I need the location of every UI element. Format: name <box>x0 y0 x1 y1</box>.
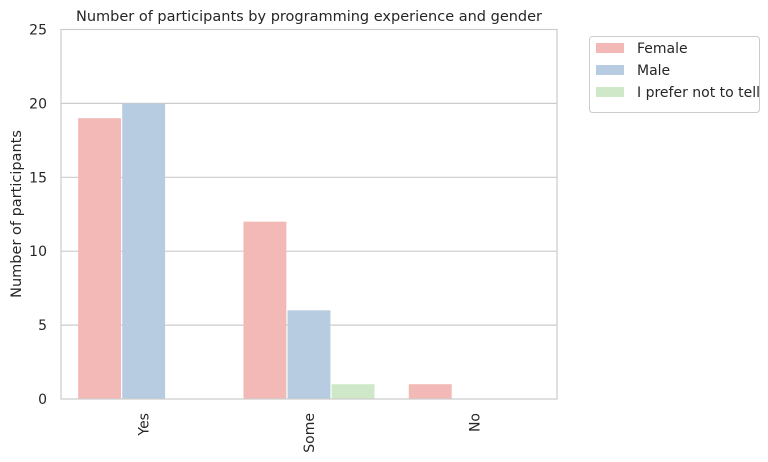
y-axis-ticks: 0 5 10 15 20 25 <box>29 23 47 409</box>
chart-title: Number of participants by programming ex… <box>76 9 542 25</box>
y-tick-label: 15 <box>29 170 47 186</box>
bar-female-no <box>408 384 452 399</box>
legend-swatch <box>596 43 624 53</box>
bar-male-yes <box>122 103 166 400</box>
x-tick-label: Yes <box>137 413 153 437</box>
x-axis-ticks: Yes Some No <box>137 413 484 453</box>
legend-items: Female Male I prefer not to tell <box>596 41 760 101</box>
legend-swatch <box>596 87 624 97</box>
y-tick-label: 5 <box>38 318 47 334</box>
bar-female-some <box>243 221 287 399</box>
bars <box>78 103 452 400</box>
legend-frame <box>589 36 760 113</box>
legend-swatch <box>596 65 624 75</box>
y-tick-label: 0 <box>38 392 47 408</box>
bar-female-yes <box>78 118 122 400</box>
legend-label: I prefer not to tell <box>637 85 760 101</box>
legend-label: Female <box>637 41 688 57</box>
plot-area-frame <box>60 28 558 400</box>
y-axis-label: Number of participants <box>9 130 25 298</box>
legend-label: Male <box>637 63 670 79</box>
x-tick-label: Some <box>302 413 318 453</box>
y-tick-label: 10 <box>29 244 47 260</box>
x-tick-label: No <box>467 413 483 432</box>
y-tick-label: 25 <box>29 23 47 39</box>
bar-i-prefer-not-to-tell-some <box>331 384 375 399</box>
y-tick-label: 20 <box>29 96 47 112</box>
legend: Female Male I prefer not to tell <box>589 36 760 113</box>
bar-male-some <box>287 310 331 399</box>
